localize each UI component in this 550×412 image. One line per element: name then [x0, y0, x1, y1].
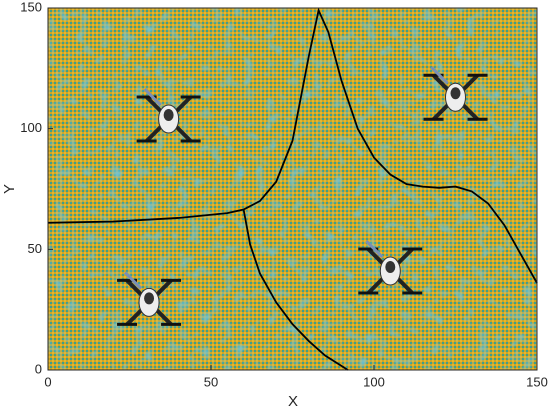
curve	[242, 209, 349, 371]
curve	[47, 7, 538, 284]
y-tick-label: 150	[20, 0, 42, 14]
x-tick-label: 0	[44, 374, 51, 389]
noise	[48, 8, 537, 370]
axes-box	[47, 7, 538, 371]
x-axis-label: X	[288, 393, 298, 410]
y-axis-label: Y	[1, 184, 18, 194]
y-tick-label: 100	[20, 120, 42, 135]
x-tick-label: 100	[363, 374, 385, 389]
x-tick-label: 150	[526, 374, 548, 389]
y-tick-label: 50	[28, 241, 42, 256]
y-tick-label: 0	[35, 361, 42, 376]
x-tick-label: 50	[204, 374, 218, 389]
